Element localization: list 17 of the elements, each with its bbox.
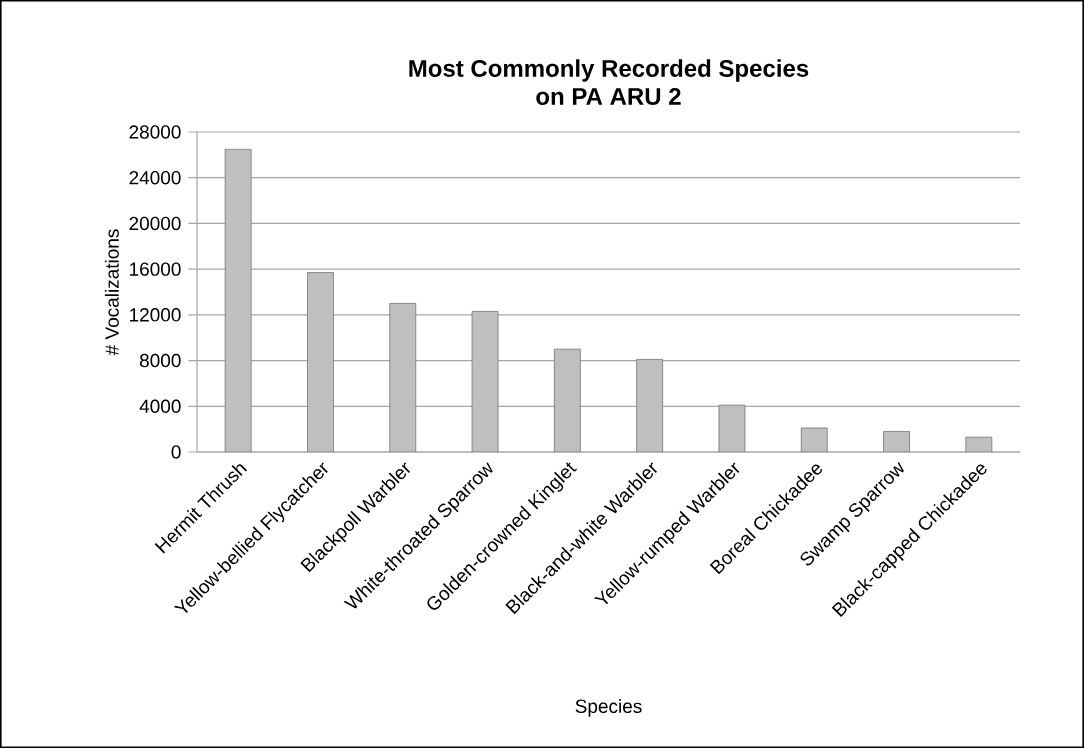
bar [389,303,417,452]
y-tick-label: 12000 [130,308,181,322]
bar [224,148,252,452]
y-tick-label: 4000 [139,399,181,413]
bar [307,272,334,452]
y-tick-label: 16000 [130,262,181,276]
y-axis-title: # Vocalizations [104,229,119,356]
y-tick-label: 8000 [139,353,181,368]
chart-title: Most Commonly Recorded Species on PA ARU 2 [409,59,809,105]
x-axis-title: Species [575,699,642,717]
y-tick-label: 20000 [129,216,181,231]
y-tick-label: 24000 [129,170,181,185]
bar [636,359,664,452]
bar [553,348,581,452]
bar [471,311,499,452]
y-tick-label: 28000 [129,125,181,139]
y-tick-label: 0 [171,445,181,459]
